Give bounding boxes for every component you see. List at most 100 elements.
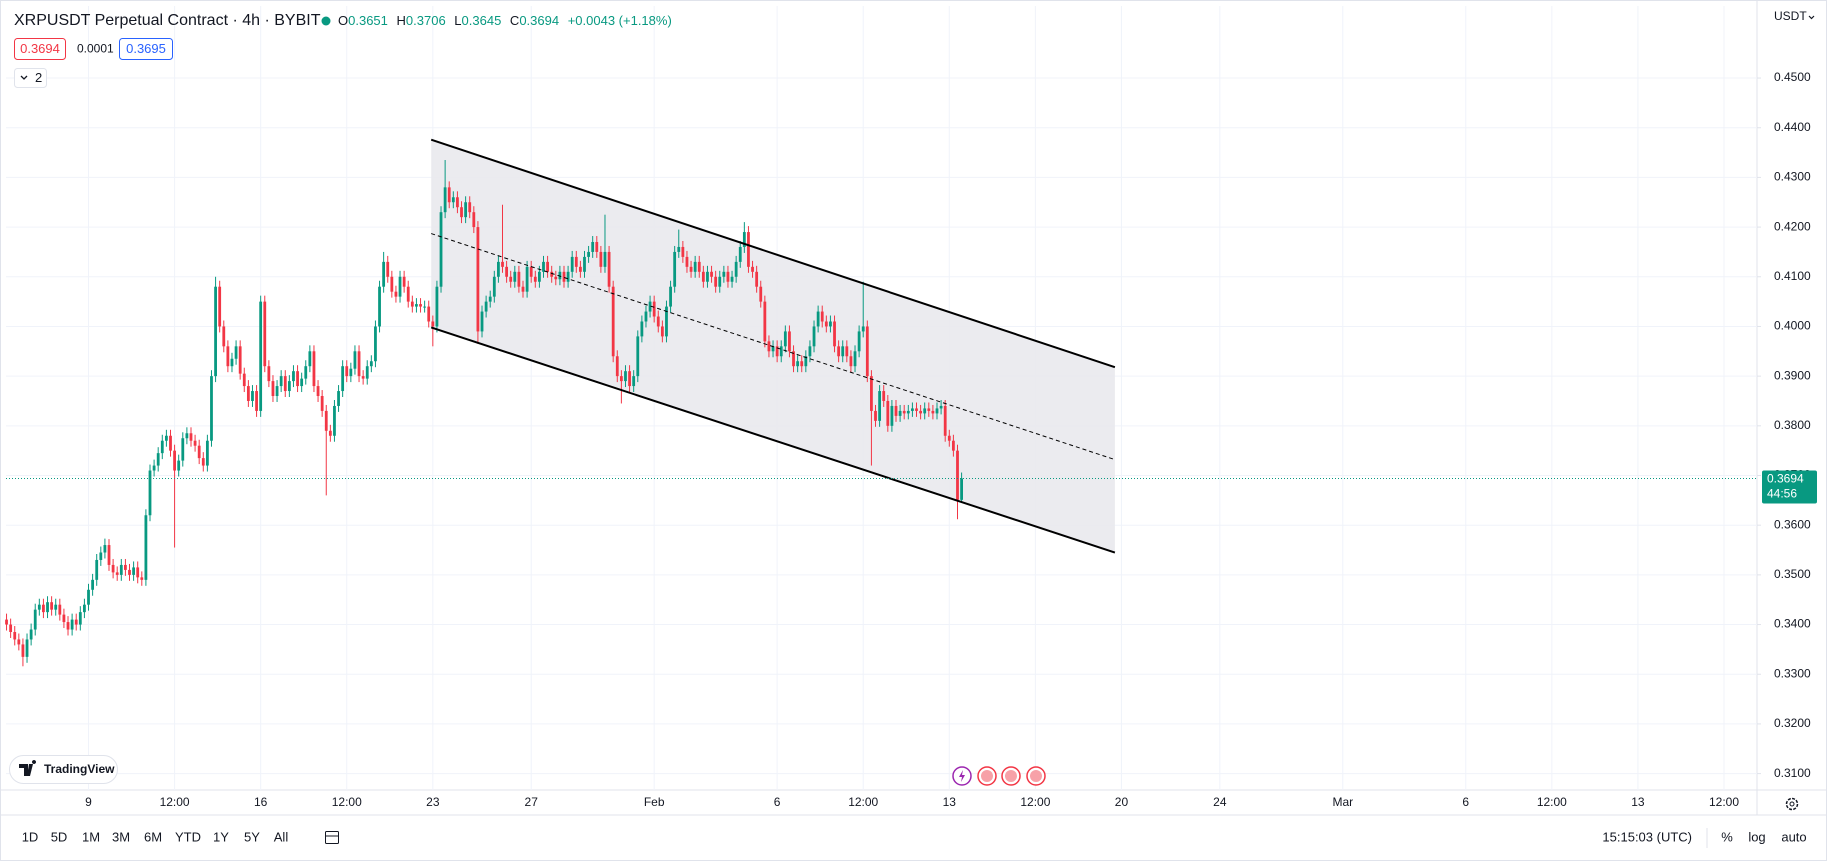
candle-body [693,261,697,272]
candle-body [119,564,123,575]
candle-body [939,405,943,409]
buy-button[interactable] [119,38,173,60]
candle-body [591,241,595,252]
candle-body [316,386,320,397]
candle-body [160,440,164,454]
candle-body [714,276,718,287]
last-price-label: 0.3694 [1767,472,1804,486]
candle-body [915,408,918,411]
candle-body [800,361,804,367]
candle-body [275,386,279,397]
x-tick-label: 12:00 [1709,795,1739,809]
candle-body [529,266,533,277]
range-button[interactable]: 5Y [244,829,260,844]
range-button[interactable]: 5D [51,829,68,844]
candle-body [837,346,841,357]
candle-body [882,391,886,401]
candle-body [300,378,304,387]
range-button[interactable]: 1Y [213,829,229,844]
candle-body [472,212,476,228]
candle-body [574,256,578,267]
candle-body [341,366,345,392]
candle-body [99,552,103,560]
event-icons [952,766,1046,786]
symbol-title[interactable]: XRPUSDT Perpetual Contract · 4h · BYBIT [14,12,321,29]
candle-body [906,410,910,414]
candle-body [177,460,181,471]
candle-body [566,271,570,282]
candle-body [320,396,324,411]
candle-body [357,351,361,377]
candle-body [833,321,836,347]
candle-body [611,286,615,357]
indicators-toggle[interactable] [14,68,47,88]
candle-body [841,346,845,357]
candle-body [13,632,17,640]
candle-body [911,408,914,411]
range-button[interactable]: YTD [175,829,201,844]
candle-body [451,197,455,203]
candle-body [509,276,513,282]
candle-body [816,311,820,327]
scale-button[interactable]: % [1721,829,1733,844]
candle-body [431,321,435,327]
scale-button[interactable]: log [1748,829,1765,844]
currency-label[interactable]: USDT [1774,9,1807,23]
candle-body [447,187,451,203]
y-tick-label: 0.4200 [1774,219,1811,233]
channel-lower [430,326,1116,554]
candle-body [74,619,78,625]
candle-body [779,346,783,357]
x-tick-label: 27 [525,795,539,809]
sell-button[interactable] [14,38,66,60]
x-tick-label: Mar [1332,795,1353,809]
candle-body [439,212,443,287]
candle-body [619,376,623,382]
candle-body [734,261,738,277]
candle-body [874,410,877,421]
candle-body [259,301,263,411]
candle-body [423,306,427,308]
range-button[interactable]: All [274,829,289,844]
legend-value: 0.3645 [462,13,502,28]
range-button[interactable]: 6M [144,829,162,844]
range-button[interactable]: 1M [82,829,100,844]
range-button[interactable]: 3M [112,829,130,844]
candle-body [898,410,902,416]
candle-body [468,202,472,213]
candle-body [578,266,582,272]
candle-body [328,430,332,436]
candle-body [615,356,619,377]
candle-body [164,435,168,441]
sell-price: 0.3694 [20,41,60,56]
flag-icon [1030,770,1042,782]
settings-icon[interactable] [1785,797,1799,811]
bottom-toolbar: 1D 5D 1M 3M 6M YTD 1Y 5Y All 15:15:03 (UTC)% log au… [22,829,1807,844]
candle-body [935,408,939,414]
candle-body [5,619,8,625]
candle-body [501,261,504,267]
legend-value: 0.3651 [348,13,388,28]
candle-body [796,361,800,367]
candle-body [29,629,33,640]
scale-button[interactable]: auto [1781,829,1806,844]
date-range-icon[interactable] [325,831,339,844]
candle-body [169,435,172,451]
x-tick-label: 12:00 [1537,795,1567,809]
candle-body [456,197,459,208]
x-tick-label: Feb [644,795,665,809]
brand-badge[interactable] [9,755,118,784]
candle-body [419,304,422,307]
candle-body [62,614,66,623]
candle-body [792,351,795,367]
candle-body [660,326,664,337]
candle-body [706,271,709,282]
clock[interactable]: 15:15:03 (UTC) [1602,829,1692,844]
x-tick-label: 13 [943,795,957,809]
candle-body [960,478,963,500]
candle-body [476,227,480,332]
chevron-icon [20,75,28,80]
candle-body [251,391,254,401]
range-button[interactable]: 1D [22,829,39,844]
candle-body [632,376,636,387]
